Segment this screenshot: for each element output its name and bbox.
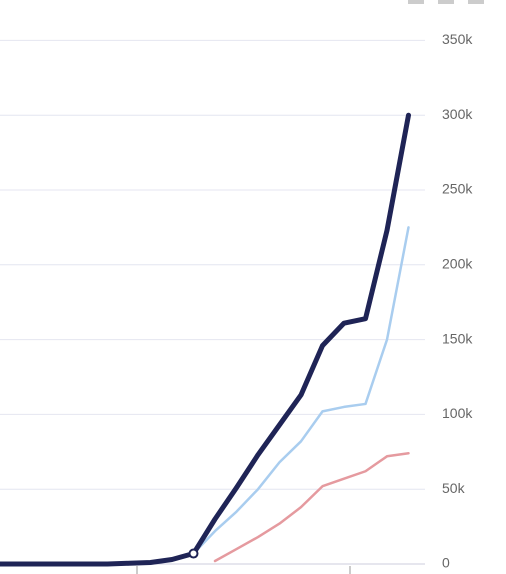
series-line bbox=[192, 226, 410, 555]
y-tick-label: 350k bbox=[442, 31, 473, 47]
y-tick-label: 250k bbox=[442, 181, 473, 197]
y-tick-label: 200k bbox=[442, 256, 473, 272]
y-tick-label: 150k bbox=[442, 330, 473, 346]
y-tick-label: 50k bbox=[442, 480, 466, 496]
toolbar-icon[interactable] bbox=[438, 0, 454, 4]
point-marker bbox=[188, 548, 199, 559]
series-line bbox=[0, 112, 411, 567]
y-tick-label: 100k bbox=[442, 405, 473, 421]
toolbar-icon[interactable] bbox=[468, 0, 484, 4]
series-line bbox=[213, 452, 410, 563]
y-tick-label: 300k bbox=[442, 106, 473, 122]
toolbar-icon[interactable] bbox=[408, 0, 424, 4]
y-tick-label: 0 bbox=[442, 555, 450, 571]
